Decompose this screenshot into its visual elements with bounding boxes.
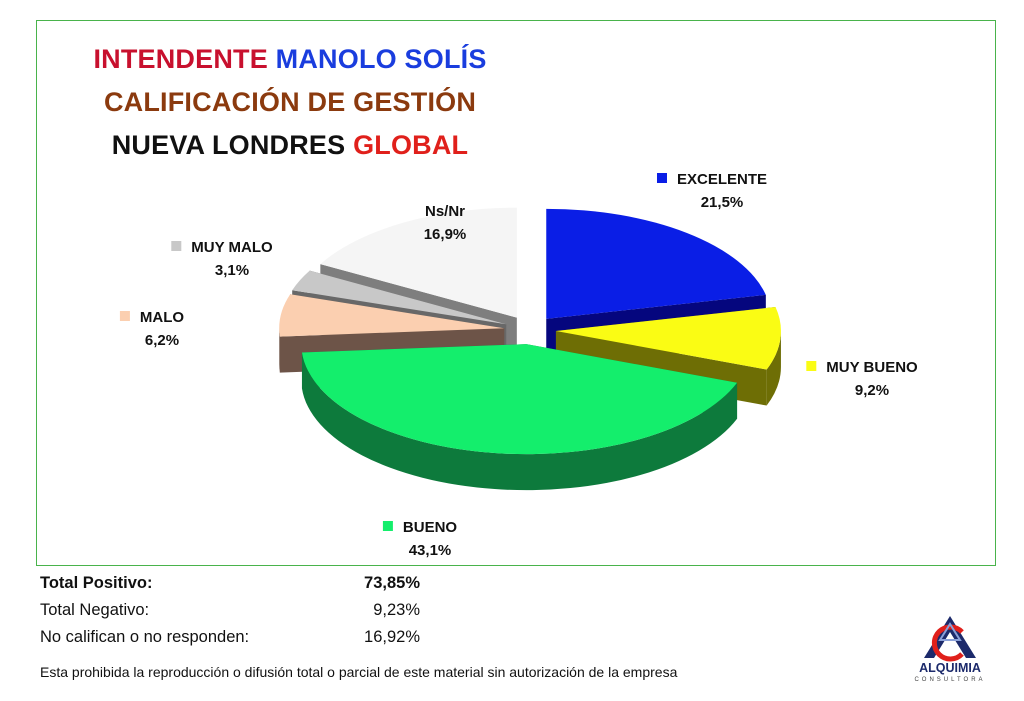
slice-top	[320, 207, 517, 318]
category-label: Ns/Nr	[425, 203, 465, 220]
value-label: 21,5%	[701, 194, 744, 211]
legend-marker	[119, 311, 130, 321]
chart-frame	[36, 20, 996, 566]
summary-label: Total Negativo:	[40, 601, 150, 619]
summary-label: Total Positivo:	[40, 574, 153, 592]
summary-row-positive: Total Positivo: 73,85%	[40, 574, 440, 601]
slice-rim	[766, 330, 781, 406]
pie-slice-bueno	[301, 344, 738, 491]
slice-rim	[301, 352, 738, 491]
label-malo: MALO 6,2%	[119, 309, 184, 349]
label-muy-malo: MUY MALO 3,1%	[171, 239, 273, 279]
title-line2-segment-0: CALIFICACIÓN DE GESTIÓN	[103, 87, 477, 117]
category-label: EXCELENTE	[677, 171, 767, 188]
summary-value: 16,92%	[364, 628, 420, 646]
title-line3-segment-0: NUEVA LONDRES	[111, 130, 354, 160]
disclaimer-text: Esta prohibida la reproducción o difusió…	[40, 664, 678, 680]
title-line1-segment-0: INTENDENTE	[93, 44, 276, 74]
slice-top	[301, 344, 738, 455]
label-excelente: EXCELENTE 21,5%	[656, 171, 767, 211]
value-label: 9,2%	[855, 382, 889, 399]
slice-top	[279, 294, 505, 337]
summary-row-negative: Total Negativo: 9,23%	[40, 601, 440, 628]
value-label: 43,1%	[409, 542, 452, 559]
value-label: 6,2%	[145, 332, 179, 349]
title-line-1: INTENDENTE MANOLO SOLÍS	[60, 44, 520, 75]
legend-marker	[171, 241, 182, 251]
label-muy-bueno: MUY BUENO 9,2%	[806, 359, 918, 399]
slice-top	[555, 306, 781, 370]
title-line-2: CALIFICACIÓN DE GESTIÓN	[60, 87, 520, 118]
slice-rim	[279, 328, 280, 373]
logo-name: ALQUIMIA	[919, 661, 981, 675]
summary-value: 9,23%	[373, 601, 420, 619]
label-ns-nr: Ns/Nr 16,9%	[424, 203, 467, 243]
pie-sides	[279, 207, 781, 491]
alquimia-logo-icon	[924, 616, 976, 662]
logo-subtitle: CONSULTORA	[914, 677, 986, 683]
category-label: MALO	[140, 309, 184, 326]
title-line-3: NUEVA LONDRES GLOBAL	[60, 130, 520, 161]
legend-marker	[656, 173, 667, 183]
value-label: 16,9%	[424, 226, 467, 243]
summary-table: Total Positivo: 73,85% Total Negativo: 9…	[40, 574, 440, 655]
title-line3-segment-1: GLOBAL	[353, 130, 469, 160]
value-label: 3,1%	[215, 262, 249, 279]
category-label: BUENO	[403, 519, 458, 536]
legend-marker	[806, 361, 817, 371]
summary-label: No califican o no responden:	[40, 628, 250, 646]
summary-row-no-response: No califican o no responden: 16,92%	[40, 628, 440, 655]
category-label: MUY MALO	[191, 239, 273, 256]
slice-top	[292, 270, 507, 325]
legend-marker	[382, 521, 393, 531]
summary-value: 73,85%	[364, 574, 420, 592]
title-line1-segment-1: MANOLO SOLÍS	[275, 44, 487, 74]
label-bueno: BUENO 43,1%	[382, 519, 458, 559]
category-label: MUY BUENO	[826, 359, 918, 376]
slice-top	[546, 208, 766, 319]
